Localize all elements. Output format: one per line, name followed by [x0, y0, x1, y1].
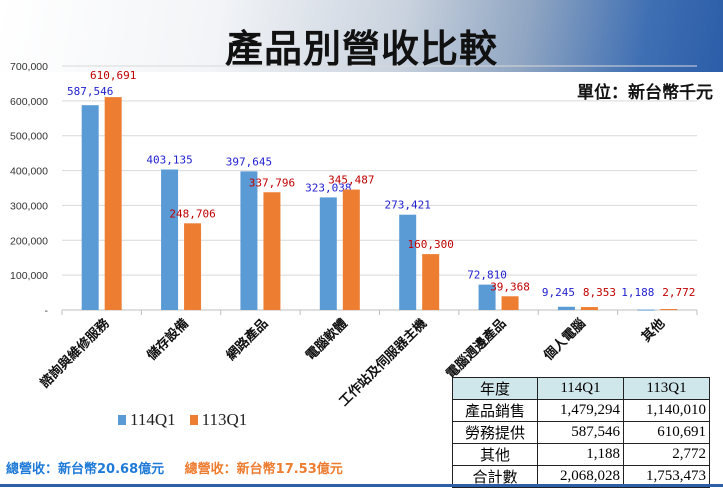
x-category-label: 其他 [638, 316, 668, 346]
bar-114Q1 [240, 171, 258, 310]
total-114q1: 總營收：新台幣20.68億元 [6, 462, 165, 477]
header-cell: 114Q1 [537, 377, 624, 400]
bar-114Q1 [557, 306, 575, 310]
cell: 1,479,294 [537, 399, 624, 422]
y-tick-label: 200,000 [10, 235, 48, 247]
cell: 2,772 [623, 443, 710, 466]
data-label: 397,645 [226, 155, 272, 168]
data-label: 8,353 [583, 286, 616, 299]
revenue-totals: 總營收：新台幣20.68億元 總營收：新台幣17.53億元 [6, 458, 359, 477]
bar-114Q1 [478, 284, 496, 310]
cell: 1,753,473 [623, 465, 710, 488]
total-113q1: 總營收：新台幣17.53億元 [184, 462, 343, 477]
data-label: 2,772 [662, 286, 695, 299]
data-label: 610,691 [90, 69, 136, 82]
cell: 勞務提供 [452, 421, 538, 444]
bar-113Q1 [422, 254, 440, 310]
data-label: 1,188 [621, 286, 654, 299]
bar-114Q1 [637, 309, 655, 311]
x-category-label: 電腦軟體 [303, 316, 351, 364]
x-category-label: 工作站及伺服器主機 [336, 316, 430, 410]
data-label: 323,038 [305, 181, 351, 194]
bar-113Q1 [342, 189, 360, 310]
table-row: 勞務提供 587,546 610,691 [452, 421, 710, 444]
x-category-label: 網路產品 [223, 316, 271, 364]
data-label: 273,421 [385, 199, 431, 212]
cell: 1,188 [537, 443, 624, 466]
data-label: 39,368 [490, 280, 530, 293]
y-tick-label: 500,000 [10, 131, 48, 143]
unit-label: 單位：新台幣千元 [577, 83, 713, 103]
data-label: 587,546 [67, 85, 113, 98]
bottom-rule [0, 484, 723, 487]
y-tick-label: 700,000 [10, 61, 48, 73]
cell: 1,140,010 [623, 399, 710, 422]
summary-table: 年度 114Q1 113Q1 產品銷售 1,479,294 1,140,010 勞務… [452, 377, 710, 488]
y-tick-label: 100,000 [10, 270, 48, 282]
header-cell: 113Q1 [623, 377, 710, 400]
legend-item-113q1: 113Q1 [189, 410, 248, 430]
cell: 產品銷售 [452, 399, 538, 422]
cell: 610,691 [623, 421, 710, 444]
x-category-label: 諮詢與維修服務 [37, 315, 113, 391]
cell: 587,546 [537, 421, 624, 444]
chart-background [0, 72, 723, 102]
bar-113Q1 [184, 223, 202, 310]
table-row: 產品銷售 1,479,294 1,140,010 [452, 399, 710, 422]
bar-113Q1 [104, 97, 122, 310]
y-tick-label: 400,000 [10, 166, 48, 178]
bar-114Q1 [81, 105, 99, 311]
data-label: 345,487 [328, 174, 374, 187]
bar-113Q1 [580, 307, 598, 310]
data-label: 9,245 [542, 286, 575, 299]
bar-113Q1 [660, 309, 678, 311]
bar-114Q1 [319, 197, 337, 310]
page-title: 產品別營收比較 [224, 27, 498, 71]
bar-114Q1 [161, 169, 179, 310]
header-cell: 年度 [452, 377, 538, 400]
x-category-label: 電腦週邊產品 [443, 316, 509, 382]
x-category-label: 儲存設備 [143, 316, 192, 365]
table-row: 合計數 2,068,028 1,753,473 [452, 465, 710, 488]
data-label: 160,300 [408, 238, 454, 251]
table-row: 其他 1,188 2,772 [452, 443, 710, 466]
bar-113Q1 [501, 296, 519, 310]
data-label: 403,135 [146, 153, 192, 166]
legend: 114Q1 113Q1 [118, 410, 247, 430]
legend-label: 113Q1 [201, 410, 248, 429]
data-label: 337,796 [249, 176, 295, 189]
legend-item-114q1: 114Q1 [118, 410, 176, 430]
y-tick-label: - [45, 305, 49, 317]
data-label: 72,810 [467, 269, 507, 282]
legend-label: 114Q1 [130, 410, 176, 429]
cell: 其他 [452, 443, 538, 466]
y-tick-label: 300,000 [10, 200, 48, 212]
y-tick-label: 600,000 [10, 96, 48, 108]
x-category-label: 個人電腦 [540, 316, 589, 365]
bar-114Q1 [399, 214, 417, 310]
table-header: 年度 114Q1 113Q1 [452, 377, 710, 400]
data-label: 248,706 [169, 207, 215, 220]
bar-113Q1 [263, 192, 281, 310]
